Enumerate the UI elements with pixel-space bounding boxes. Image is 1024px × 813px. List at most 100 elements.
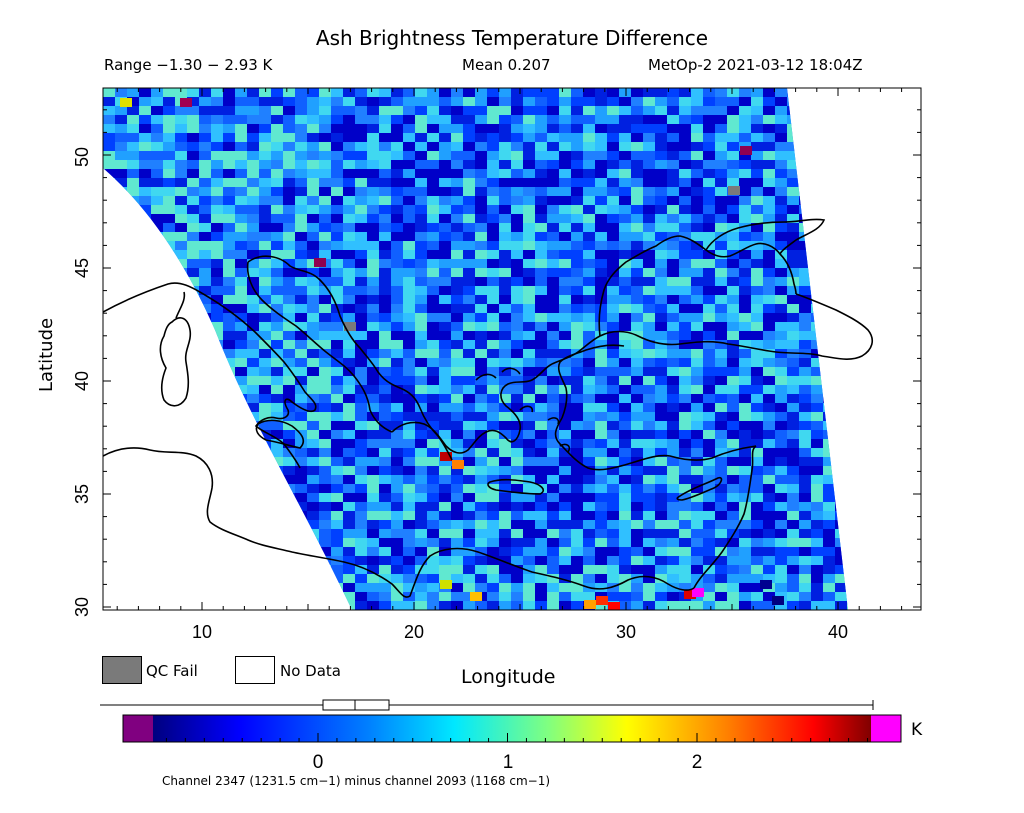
data-pixel [799,556,811,565]
data-pixel [343,583,355,592]
data-pixel [139,160,151,169]
data-pixel [523,457,535,466]
data-pixel [607,322,619,331]
data-pixel [427,358,439,367]
data-pixel [511,277,523,286]
data-pixel [151,223,163,232]
data-pixel [727,88,739,97]
data-pixel [151,322,163,331]
data-pixel [199,484,211,493]
data-pixel [175,430,187,439]
data-pixel [835,493,847,502]
data-pixel [223,538,235,547]
data-pixel [319,322,331,331]
data-pixel [847,565,848,574]
data-pixel [799,124,811,133]
data-pixel [751,385,763,394]
data-pixel [667,430,679,439]
data-pixel [835,295,847,304]
data-pixel [547,457,559,466]
data-pixel [835,376,847,385]
data-pixel [367,511,379,520]
data-pixel [247,178,259,187]
data-pixel [343,196,355,205]
data-pixel [631,367,643,376]
data-pixel [775,583,787,592]
data-pixel [451,601,463,610]
data-pixel [391,601,403,610]
data-pixel [103,349,115,358]
data-pixel [607,223,619,232]
data-pixel [391,448,403,457]
data-pixel [799,385,811,394]
data-pixel [511,520,523,529]
data-pixel [163,250,175,259]
data-pixel [403,475,415,484]
data-pixel [391,475,403,484]
data-pixel [655,583,667,592]
data-pixel [115,133,127,142]
data-pixel [595,304,607,313]
data-pixel [799,97,811,106]
data-pixel [283,205,295,214]
data-pixel [655,268,667,277]
data-pixel [163,178,175,187]
data-pixel [595,421,607,430]
data-pixel [103,367,115,376]
data-pixel [211,331,223,340]
data-pixel [760,580,772,589]
data-pixel [415,241,427,250]
data-pixel [343,385,355,394]
data-pixel [451,196,463,205]
data-pixel [775,214,787,223]
data-pixel [391,88,403,97]
data-pixel [427,88,439,97]
data-pixel [403,304,415,313]
data-pixel [511,88,523,97]
data-pixel [799,484,811,493]
data-pixel [259,511,271,520]
data-pixel [463,358,475,367]
data-pixel [199,304,211,313]
data-pixel [463,484,475,493]
data-pixel [175,295,187,304]
data-pixel [595,232,607,241]
data-pixel [235,340,247,349]
data-pixel [463,232,475,241]
data-pixel [499,277,511,286]
data-pixel [175,340,187,349]
data-pixel [787,97,799,106]
data-pixel [463,538,475,547]
data-pixel [727,538,739,547]
data-pixel [343,331,355,340]
data-pixel [667,259,679,268]
data-pixel [547,133,559,142]
data-pixel [247,412,259,421]
data-pixel [103,88,115,97]
data-pixel [583,142,595,151]
data-pixel [643,241,655,250]
data-pixel [259,430,271,439]
data-pixel [175,412,187,421]
data-pixel [523,331,535,340]
data-pixel [103,97,115,106]
data-pixel [715,403,727,412]
data-pixel [331,241,343,250]
data-pixel [607,313,619,322]
data-pixel [667,475,679,484]
data-pixel [499,205,511,214]
data-pixel [475,547,487,556]
data-pixel [199,259,211,268]
data-pixel [331,403,343,412]
data-pixel [631,124,643,133]
data-pixel [379,304,391,313]
data-pixel [307,583,319,592]
data-pixel [307,376,319,385]
data-pixel [487,511,499,520]
data-pixel [115,520,127,529]
data-pixel [499,565,511,574]
data-pixel [643,286,655,295]
data-pixel [811,574,823,583]
data-pixel [391,160,403,169]
data-pixel [847,538,848,547]
